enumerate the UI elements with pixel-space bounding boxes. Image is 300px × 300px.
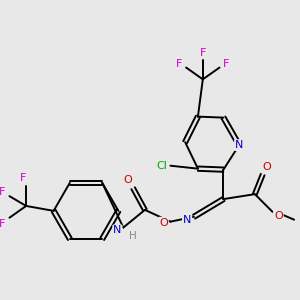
Text: Cl: Cl [156, 161, 167, 171]
Text: O: O [262, 162, 271, 172]
Text: F: F [176, 58, 182, 69]
Text: F: F [200, 48, 206, 58]
Text: O: O [159, 218, 168, 228]
Text: F: F [20, 173, 26, 184]
Text: N: N [183, 215, 191, 225]
Text: N: N [113, 226, 122, 236]
Text: O: O [124, 176, 133, 185]
Text: F: F [223, 58, 230, 69]
Text: F: F [0, 187, 5, 197]
Text: F: F [0, 219, 5, 229]
Text: O: O [274, 211, 283, 221]
Text: H: H [129, 231, 137, 242]
Text: N: N [235, 140, 243, 150]
